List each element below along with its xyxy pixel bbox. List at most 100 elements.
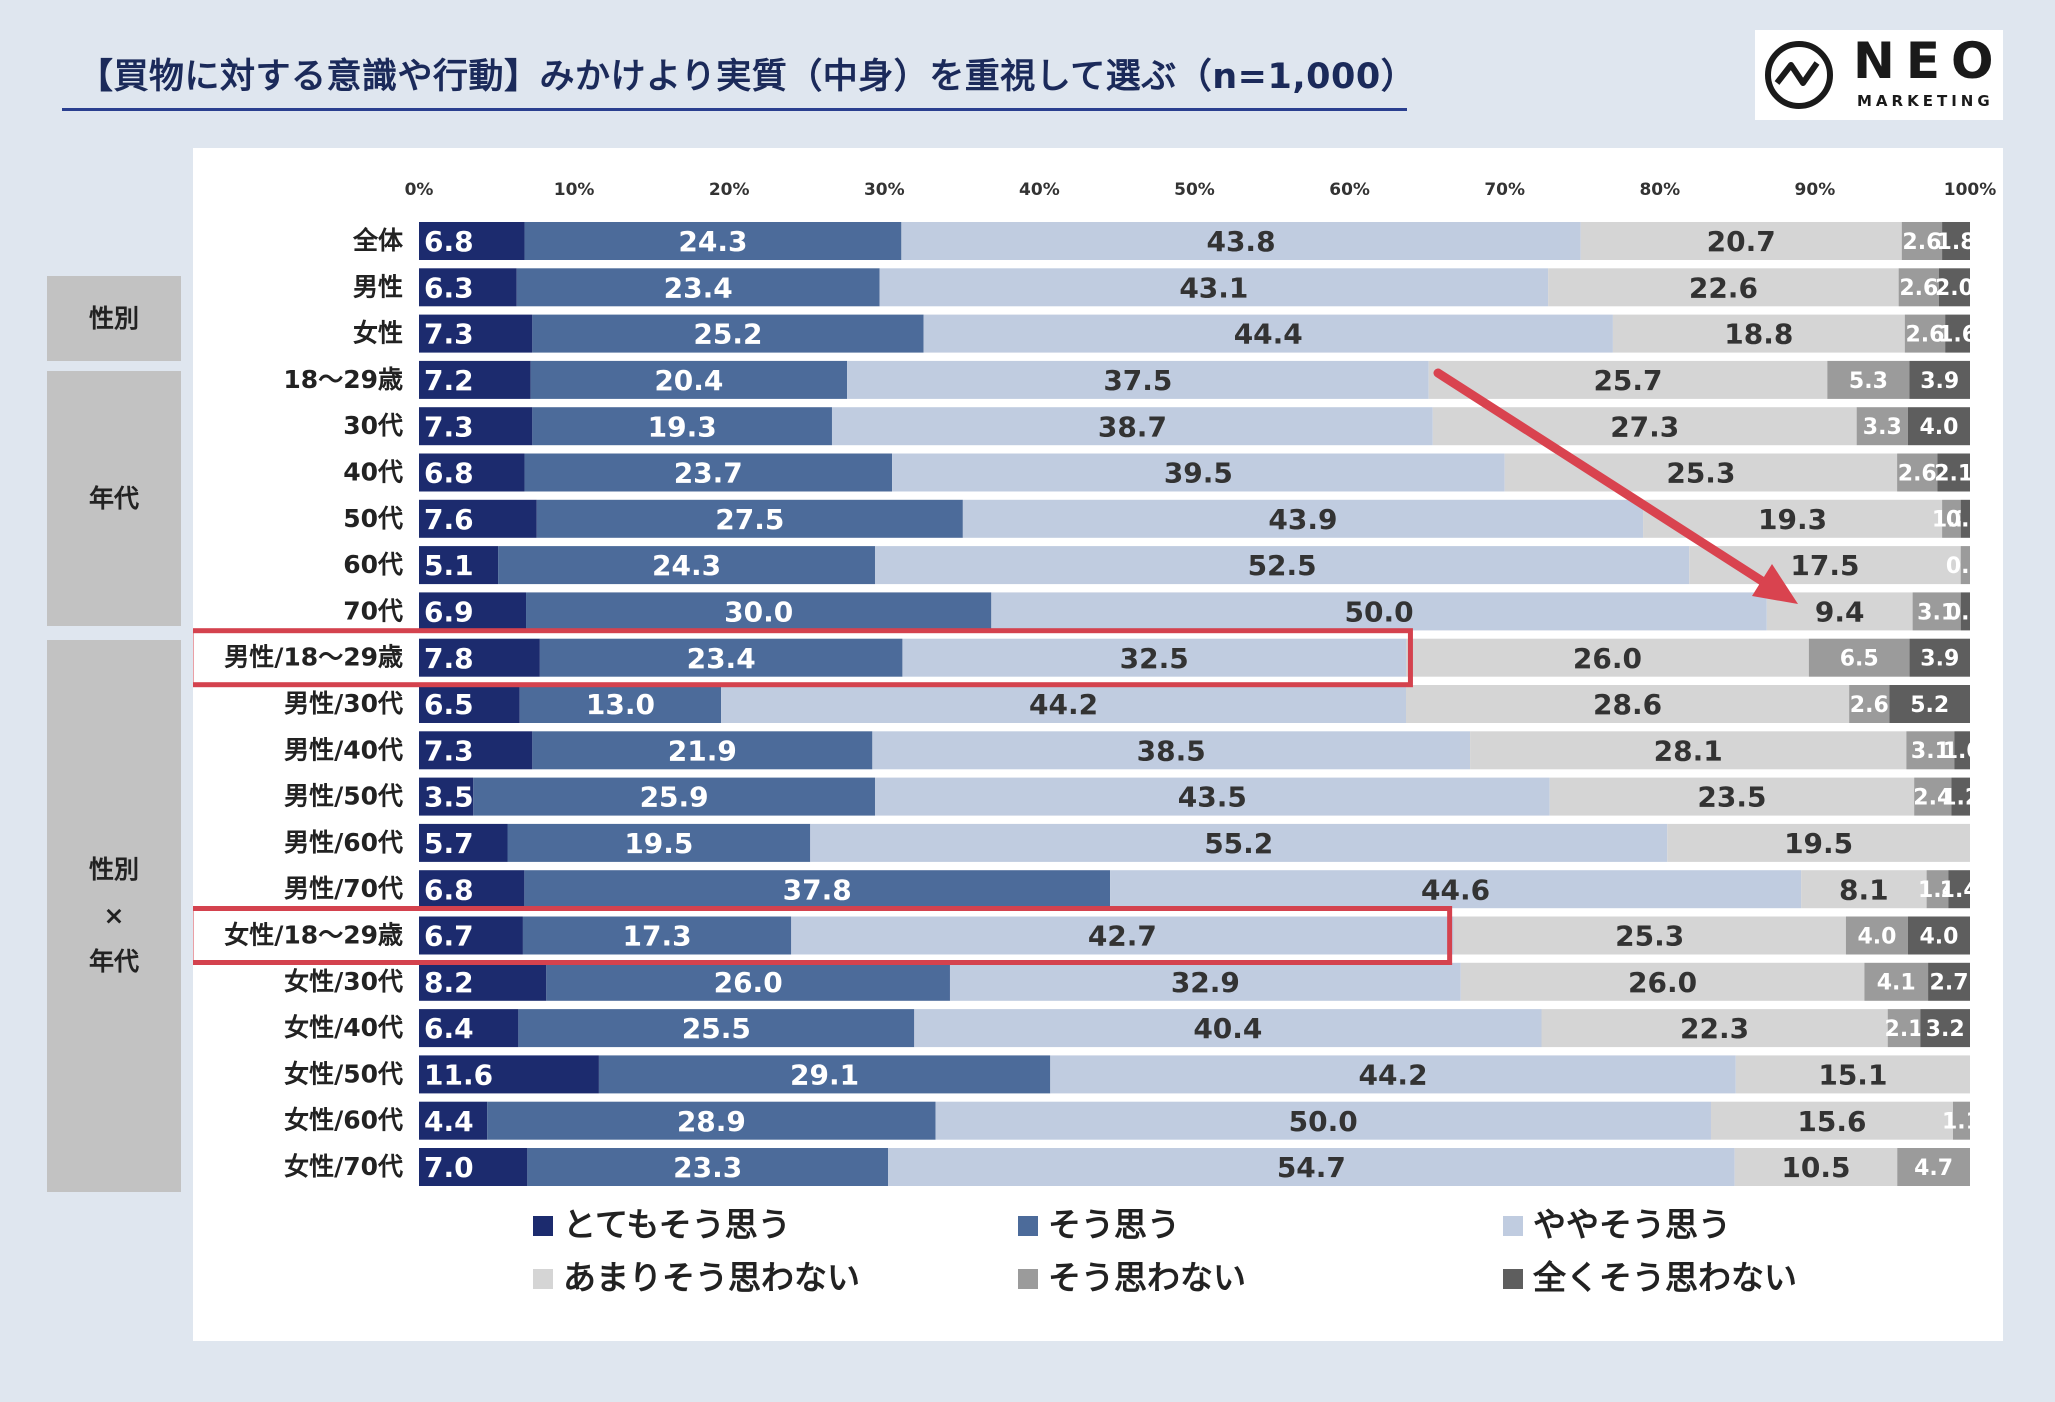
category-label: 男性/50代 <box>284 782 403 811</box>
data-label: 3.3 <box>1863 415 1902 440</box>
category-label: 18〜29歳 <box>283 365 403 394</box>
bar-segment <box>536 499 963 538</box>
bar-segment <box>546 962 950 1001</box>
data-label: 28.1 <box>1654 734 1723 767</box>
group-label-gender: 性別 <box>47 276 181 361</box>
x-tick-label: 60% <box>1329 180 1370 200</box>
legend-swatch <box>1503 1269 1523 1289</box>
data-label: 1.0 <box>1943 739 1982 764</box>
data-label: 21.9 <box>668 734 737 767</box>
trend-arrow-line <box>1433 368 1781 595</box>
bar-segment <box>419 777 474 816</box>
data-label: 0.6 <box>1946 508 1985 533</box>
data-label: 20.4 <box>654 364 723 397</box>
bar-segment <box>874 546 1690 585</box>
bar-segment <box>1735 1055 1970 1094</box>
data-label: 1.6 <box>1938 323 1977 348</box>
category-label: 男性/60代 <box>284 828 403 857</box>
bar-segment <box>522 916 792 955</box>
data-label: 3.9 <box>1920 647 1959 672</box>
bar-segment <box>874 777 1550 816</box>
data-label: 22.3 <box>1680 1012 1749 1045</box>
data-label: 5.1 <box>424 549 474 582</box>
legend-swatch <box>533 1216 553 1236</box>
data-label: 6.8 <box>424 457 474 490</box>
bar-segment <box>1945 314 1970 353</box>
bar-segment <box>419 1009 519 1048</box>
category-label: 女性/18〜29歳 <box>224 921 403 950</box>
legend-label: そう思う <box>1048 1205 1180 1244</box>
legend-swatch <box>1018 1216 1038 1236</box>
bar-segment <box>721 685 1406 723</box>
bar-segment <box>1548 268 1899 307</box>
data-label: 2.4 <box>1913 786 1952 811</box>
data-label: 4.0 <box>1919 924 1958 949</box>
data-label: 26.0 <box>1573 642 1642 675</box>
bar-segment <box>498 546 875 585</box>
data-label: 0.6 <box>1946 554 1985 579</box>
data-label: 23.4 <box>664 271 733 304</box>
bar-segment <box>872 731 1471 770</box>
bar-segment <box>1864 962 1929 1001</box>
x-tick-label: 70% <box>1484 180 1525 200</box>
data-label: 4.7 <box>1914 1156 1953 1181</box>
data-label: 17.5 <box>1790 549 1859 582</box>
bar-segment <box>1889 685 1970 723</box>
data-label: 32.9 <box>1171 966 1240 999</box>
logo-wordmark: NEO <box>1853 32 2005 90</box>
bar-segment <box>1406 638 1809 677</box>
bar-segment <box>901 222 1581 260</box>
data-label: 50.0 <box>1345 595 1414 628</box>
data-label: 39.5 <box>1164 457 1233 490</box>
data-label: 19.5 <box>1784 827 1853 860</box>
x-tick-label: 30% <box>864 180 905 200</box>
bar-segment <box>530 360 848 399</box>
bar-segment <box>831 407 1433 446</box>
category-label: 40代 <box>343 458 403 487</box>
data-label: 25.5 <box>682 1012 751 1045</box>
bar-segment <box>419 1055 599 1094</box>
bar-segment <box>810 823 1668 862</box>
data-label: 7.8 <box>424 642 474 675</box>
bar-segment <box>526 592 992 631</box>
bar-segment <box>419 268 517 307</box>
neo-marketing-logo: NEO MARKETING <box>1755 30 2003 120</box>
bar-segment <box>1901 222 1943 260</box>
data-label: 28.9 <box>677 1105 746 1138</box>
data-label: 7.6 <box>424 503 474 536</box>
bar-segment <box>1920 1009 1970 1048</box>
bar-segment <box>892 453 1505 492</box>
data-label: 3.1 <box>1917 600 1956 625</box>
category-label: 男性/18〜29歳 <box>224 643 403 672</box>
data-label: 13.0 <box>586 688 655 721</box>
bar-segment <box>888 1148 1735 1186</box>
legend-label: とてもそう思う <box>563 1205 791 1244</box>
bar-segment <box>532 314 924 353</box>
data-label: 7.2 <box>424 364 474 397</box>
data-label: 23.7 <box>674 457 743 490</box>
bar-segment <box>914 1009 1542 1048</box>
data-label: 2.0 <box>1935 276 1974 301</box>
trend-arrow-head <box>1752 564 1798 604</box>
bar-segment <box>949 962 1461 1001</box>
data-label: 55.2 <box>1204 827 1273 860</box>
bar-segment <box>1856 407 1908 446</box>
logo-subtext: MARKETING <box>1857 92 1994 110</box>
data-label: 52.5 <box>1248 549 1317 582</box>
data-label: 7.3 <box>424 734 474 767</box>
bar-segment <box>1612 314 1905 353</box>
bar-segment <box>1110 870 1802 909</box>
bar-segment <box>1926 870 1949 909</box>
data-label: 2.6 <box>1850 693 1889 718</box>
bar-segment <box>532 407 832 446</box>
data-label: 6.8 <box>424 225 474 258</box>
x-tick-label: 80% <box>1639 180 1680 200</box>
bar-segment <box>1906 731 1955 770</box>
data-label: 42.7 <box>1088 920 1157 953</box>
category-label: 女性/60代 <box>284 1106 403 1135</box>
legend-label: ややそう思う <box>1533 1205 1731 1244</box>
bar-segment <box>1907 916 1970 955</box>
data-label: 2.1 <box>1885 1017 1924 1042</box>
bar-segment <box>1948 870 1970 909</box>
bar-segment <box>935 1101 1711 1140</box>
